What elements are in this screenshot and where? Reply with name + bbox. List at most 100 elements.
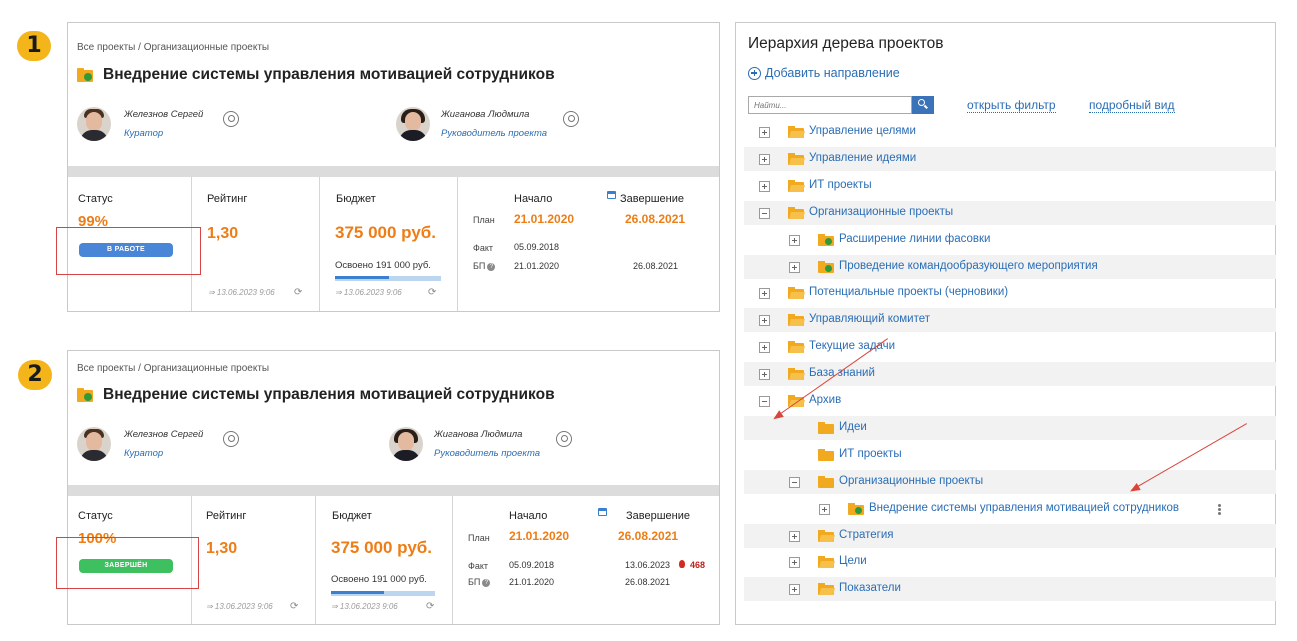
budget-progress-bar (331, 591, 435, 596)
folder-icon (788, 207, 805, 219)
expand-icon[interactable] (819, 504, 830, 515)
manager-name[interactable]: Жиганова Людмила (434, 429, 523, 440)
refresh-icon[interactable]: ⟳ (290, 601, 299, 612)
help-icon[interactable]: ? (487, 263, 496, 271)
detailed-view-link[interactable]: подробный вид (1089, 98, 1175, 113)
expand-icon[interactable] (759, 181, 770, 192)
plan-label: План (473, 215, 495, 225)
change-manager-icon[interactable] (563, 111, 580, 127)
tree-item-label[interactable]: Управление целями (809, 125, 916, 137)
tree-item[interactable]: Архив (744, 389, 1276, 413)
change-manager-icon[interactable] (556, 431, 573, 447)
tree-item-label[interactable]: Показатели (839, 582, 901, 594)
tree-item-label[interactable]: Проведение командообразующего мероприяти… (839, 260, 1098, 272)
tree-item[interactable]: Управление идеями (744, 147, 1276, 171)
tree-item-label[interactable]: Стратегия (839, 529, 894, 541)
open-filter-link[interactable]: открыть фильтр (967, 98, 1056, 113)
change-curator-icon[interactable] (223, 111, 240, 127)
refresh-icon[interactable]: ⟳ (294, 287, 303, 298)
tree-item[interactable]: ИТ проекты (744, 174, 1276, 198)
folder-closed-icon (818, 476, 834, 488)
highlight-frame (56, 227, 201, 275)
plan-end: 26.08.2021 (618, 529, 679, 543)
avatar[interactable] (77, 427, 111, 461)
tree-item[interactable]: Стратегия (744, 524, 1276, 548)
search-button[interactable] (912, 96, 934, 114)
collapse-icon[interactable] (789, 477, 800, 488)
manager-name[interactable]: Жиганова Людмила (441, 109, 530, 120)
tree-item[interactable]: Идеи (744, 416, 1276, 440)
expand-icon[interactable] (759, 154, 770, 165)
tree-item-label[interactable]: Организационные проекты (809, 206, 954, 218)
expand-icon[interactable] (789, 262, 800, 273)
tree-item-label[interactable]: ИТ проекты (839, 448, 902, 460)
calendar-icon[interactable] (607, 191, 616, 199)
search-input[interactable] (748, 96, 912, 114)
tree-item[interactable]: База знаний (744, 362, 1276, 386)
expand-icon[interactable] (759, 342, 770, 353)
tree-item-label[interactable]: Организационные проекты (839, 475, 984, 487)
tree-item-label[interactable]: Управляющий комитет (809, 313, 931, 325)
breadcrumb[interactable]: Все проекты / Организационные проекты (77, 363, 270, 374)
expand-icon[interactable] (759, 288, 770, 299)
tree-item[interactable]: Организационные проекты (744, 470, 1276, 494)
curator-name[interactable]: Железнов Сергей (124, 109, 204, 120)
tree-item-label[interactable]: Управление идеями (809, 152, 917, 164)
tree-item[interactable]: Показатели (744, 577, 1276, 601)
avatar[interactable] (389, 427, 423, 461)
tree-item[interactable]: Потенциальные проекты (черновики) (744, 281, 1276, 305)
refresh-icon[interactable]: ⟳ (426, 601, 435, 612)
tree-item[interactable]: Внедрение системы управления мотивацией … (744, 497, 1276, 521)
tree-item[interactable]: Цели (744, 550, 1276, 574)
refresh-icon[interactable]: ⟳ (428, 287, 437, 298)
tree-item[interactable]: Проведение командообразующего мероприяти… (744, 255, 1276, 279)
avatar[interactable] (77, 107, 111, 141)
expand-icon[interactable] (789, 531, 800, 542)
tree-item[interactable]: Управление целями (744, 120, 1276, 144)
tree-item[interactable]: Расширение линии фасовки (744, 228, 1276, 252)
tree-item-label[interactable]: База знаний (809, 367, 875, 379)
tree-item[interactable]: Текущие задачи (744, 335, 1276, 359)
avatar[interactable] (396, 107, 430, 141)
expand-icon[interactable] (759, 315, 770, 326)
tree-item-label[interactable]: Цели (839, 555, 867, 567)
metrics-row: Статус 99% В РАБОТЕ Рейтинг 1,30 ⇒ 13.06… (68, 177, 719, 311)
expand-icon[interactable] (789, 235, 800, 246)
budget-progress-bar (335, 276, 441, 281)
calendar-icon[interactable] (598, 508, 607, 516)
change-curator-icon[interactable] (223, 431, 240, 447)
tree-item-label[interactable]: Расширение линии фасовки (839, 233, 991, 245)
tree-item[interactable]: ИТ проекты (744, 443, 1276, 467)
project-manager: Жиганова Людмила Руководитель проекта (396, 107, 580, 141)
budget-label: Бюджет (336, 193, 376, 205)
expand-icon[interactable] (789, 557, 800, 568)
help-icon[interactable]: ? (482, 579, 491, 587)
tree-item-label[interactable]: Потенциальные проекты (черновики) (809, 286, 1009, 298)
project-folder-icon (818, 234, 834, 246)
metrics-row: Статус 100% ЗАВЕРШЁН Рейтинг 1,30 ⇒ 13.0… (68, 496, 719, 624)
divider (68, 485, 719, 496)
fact-start: 05.09.2018 (509, 560, 555, 570)
tree-item[interactable]: Организационные проекты (744, 201, 1276, 225)
curator-name[interactable]: Железнов Сергей (124, 429, 204, 440)
rating-block: Рейтинг 1,30 ⇒ 13.06.2023 9:06 ⟳ (192, 496, 316, 624)
breadcrumb[interactable]: Все проекты / Организационные проекты (77, 42, 270, 53)
tree-item-label[interactable]: Внедрение системы управления мотивацией … (869, 502, 1179, 514)
add-direction-link[interactable]: Добавить направление (748, 66, 900, 80)
collapse-icon[interactable] (759, 396, 770, 407)
collapse-icon[interactable] (759, 208, 770, 219)
rating-timestamp: ⇒ 13.06.2023 9:06 (208, 288, 275, 297)
tree-item[interactable]: Управляющий комитет (744, 308, 1276, 332)
more-options-icon[interactable] (1218, 504, 1221, 515)
expand-icon[interactable] (759, 369, 770, 380)
tree-item-label[interactable]: ИТ проекты (809, 179, 872, 191)
manager-role: Руководитель проекта (441, 128, 548, 139)
project-folder-icon (848, 503, 864, 515)
project-title: Внедрение системы управления мотивацией … (103, 386, 555, 403)
expand-icon[interactable] (789, 584, 800, 595)
tree-item-label[interactable]: Идеи (839, 421, 867, 433)
tree-item-label[interactable]: Архив (809, 394, 842, 406)
bp-end: 26.08.2021 (633, 261, 679, 271)
tree-title: Иерархия дерева проектов (748, 35, 944, 52)
expand-icon[interactable] (759, 127, 770, 138)
